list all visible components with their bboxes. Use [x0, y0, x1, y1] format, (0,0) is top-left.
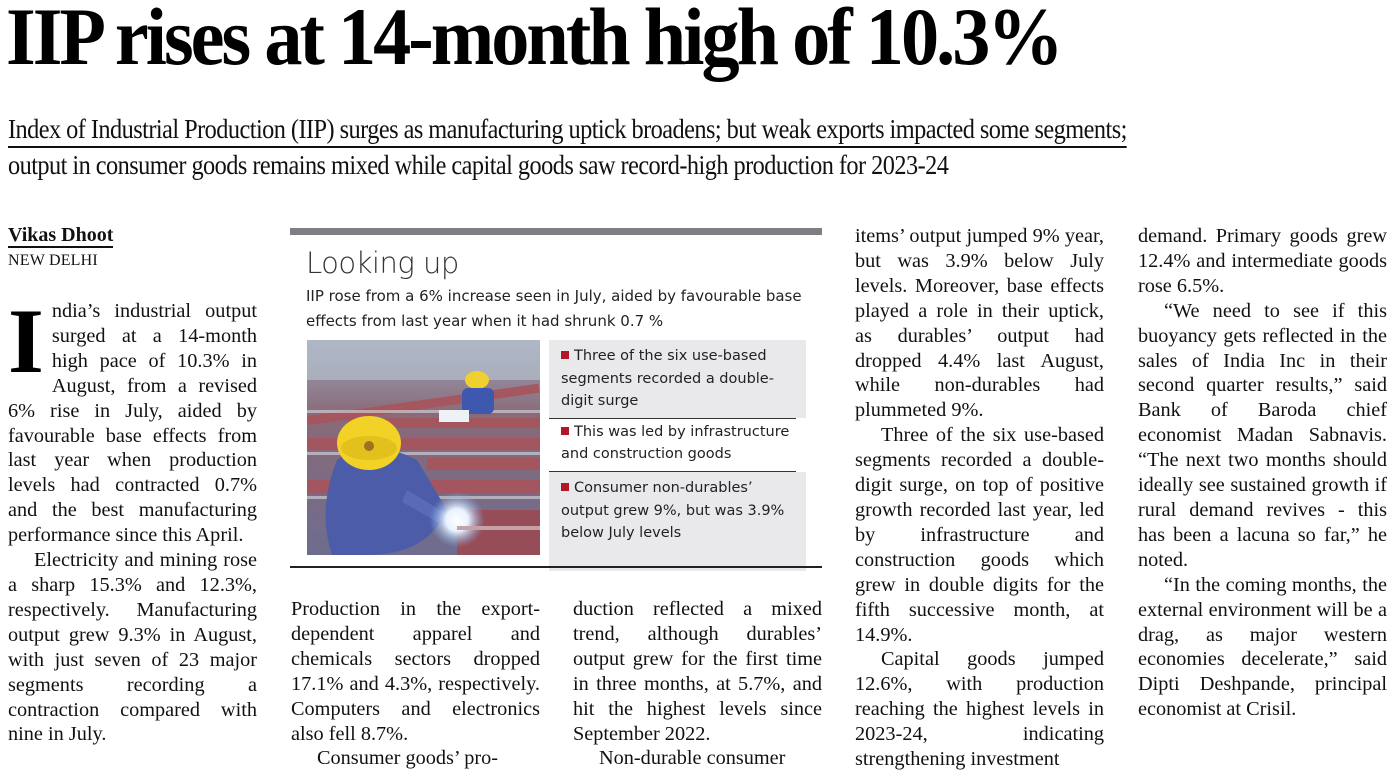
- author-name[interactable]: Vikas Dhoot: [8, 224, 114, 248]
- infographic-subtitle: IIP rose from a 6% increase seen in July…: [306, 287, 802, 330]
- bullet-divider: [549, 470, 796, 472]
- bullet-square-icon: [561, 351, 569, 359]
- paragraph: items’ output jumped 9% year, but was 3.…: [855, 225, 1104, 422]
- byline: Vikas Dhoot NEW DELHI: [8, 224, 114, 270]
- infographic-top-bar: [290, 228, 822, 235]
- article-column-2: Production in the export-dependent appar…: [291, 597, 540, 771]
- article-column-4: items’ output jumped 9% year, but was 3.…: [855, 224, 1104, 772]
- bullet-text: Consumer non-durables’ output grew 9%, b…: [561, 479, 785, 542]
- paragraph: Non-durable consumer: [599, 747, 786, 770]
- bullet-text: This was led by infrastructure and const…: [561, 423, 790, 463]
- drop-cap: I: [8, 290, 44, 392]
- paragraph: Electricity and mining rose a sharp 15.3…: [8, 549, 257, 746]
- welder-photo-image: [307, 340, 540, 555]
- paragraph: “In the coming months, the external envi…: [1138, 573, 1387, 721]
- paragraph-text: ndia’s industrial out­put surged at a 14…: [8, 300, 257, 547]
- deck-line-2: output in consumer goods remains mixed w…: [8, 150, 949, 180]
- paragraph: Consumer goods’ pro-: [317, 747, 499, 770]
- dateline: NEW DELHI: [8, 252, 98, 269]
- paragraph: duction reflected a mixed trend, althoug…: [573, 598, 822, 745]
- article-column-5: demand. Primary goods grew 12.4% and int…: [1138, 224, 1387, 722]
- welder-photo: [307, 340, 540, 555]
- bullet-item: Consumer non-durables’ output grew 9%, b…: [549, 471, 806, 571]
- bullet-square-icon: [561, 482, 569, 491]
- paragraph: “We need to see if this buoyancy gets re…: [1138, 299, 1387, 571]
- headline: IIP rises at 14-month high of 10.3%: [6, 0, 1064, 82]
- paragraph: Production in the export-dependent appar…: [291, 598, 540, 745]
- bullet-item: This was led by infrastructure and const…: [549, 419, 806, 471]
- paragraph: Three of the six use-based segments reco…: [855, 424, 1104, 646]
- infographic-bottom-rule: [290, 566, 822, 568]
- infographic-bullet-list: Three of the six use-based segments reco…: [549, 340, 806, 571]
- bullet-text: Three of the six use-based segments reco…: [561, 348, 774, 410]
- infographic-title: Looking up: [306, 246, 459, 280]
- bullet-divider: [549, 417, 796, 419]
- bullet-square-icon: [561, 426, 569, 435]
- bullet-item: Three of the six use-based segments reco…: [549, 340, 806, 418]
- deck: Index of Industrial Production (IIP) sur…: [8, 112, 1378, 182]
- article-column-3: duction reflected a mixed trend, althoug…: [573, 597, 822, 771]
- infographic-looking-up: Looking up IIP rose from a 6% increase s…: [290, 228, 822, 571]
- paragraph: Capital goods jumped 12.6%, with product…: [855, 648, 1104, 771]
- paragraph: demand. Primary goods grew 12.4% and int…: [1138, 225, 1387, 297]
- deck-line-1: Index of Industrial Production (IIP) sur…: [8, 112, 1127, 148]
